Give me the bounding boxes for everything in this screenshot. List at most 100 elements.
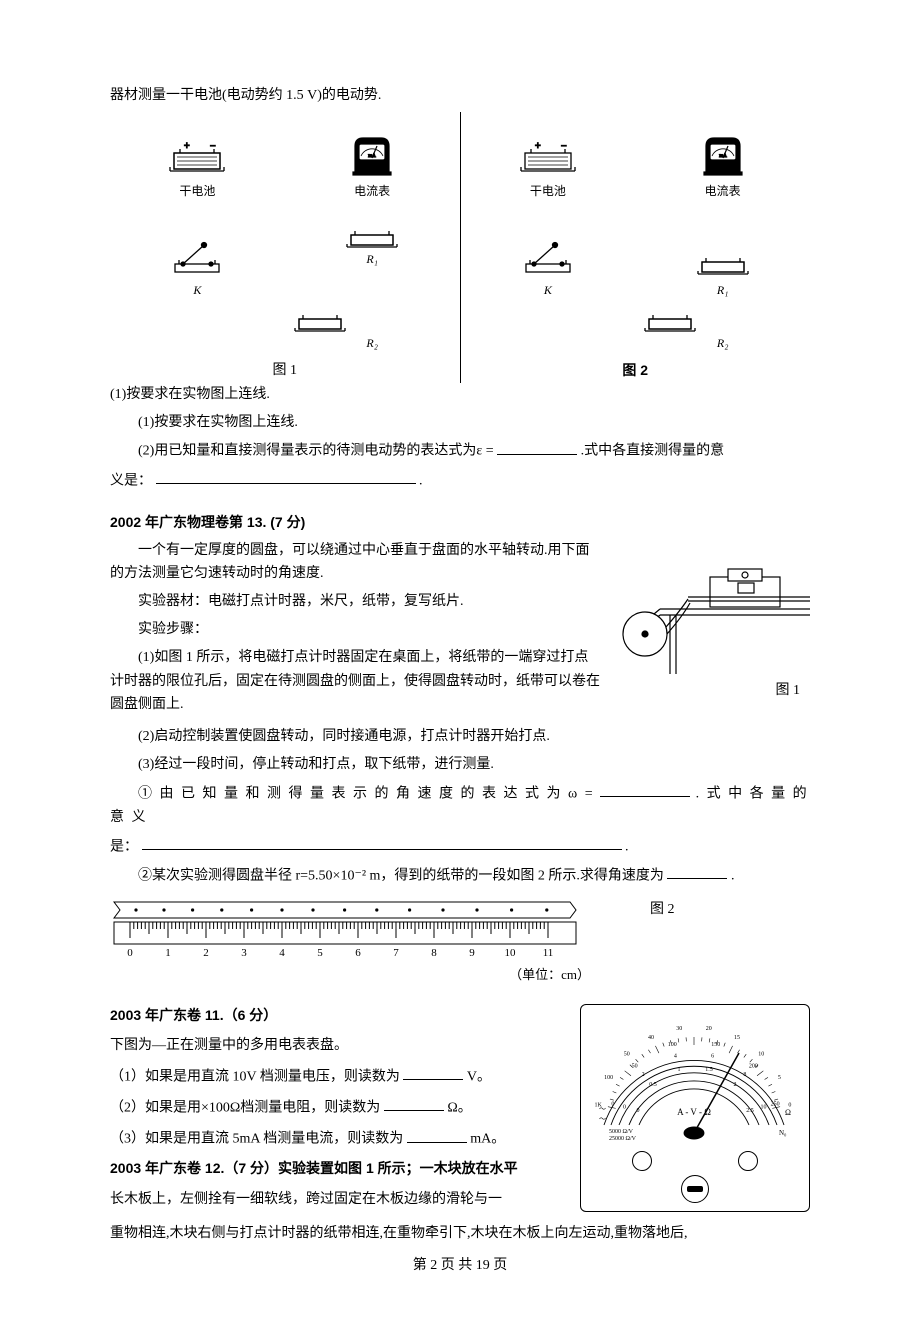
blank-emf[interactable] <box>497 438 577 454</box>
blank-meaning[interactable] <box>156 468 416 484</box>
label-ammeter-2: 电流表 <box>705 184 741 198</box>
ruler-unit: （单位：cm） <box>110 964 620 986</box>
equipment-figure: + − 干电池 <box>110 112 810 383</box>
svg-text:10: 10 <box>758 1052 764 1058</box>
p2002-title: 2002 年广东物理卷第 13. (7 分) <box>110 511 810 535</box>
multimeter: A - V - Ω 5000 Ω/V 25000 Ω/V 〜 〜 Ω N₀ 1K… <box>580 1004 810 1212</box>
meter-dial <box>681 1175 709 1203</box>
p2002-fig1-caption: 图 1 <box>610 679 810 703</box>
svg-text:30: 30 <box>676 1026 682 1032</box>
svg-text:10: 10 <box>761 1105 767 1111</box>
fig1-ammeter: mA 电流表 <box>285 122 460 201</box>
fig2-switch: K <box>461 221 636 300</box>
svg-text:+: + <box>535 141 541 152</box>
p2002-l9: ②某次实验测得圆盘半径 r=5.50×10⁻² m，得到的纸带的一段如图 2 所… <box>110 863 810 888</box>
blank-voltage[interactable] <box>403 1064 463 1080</box>
svg-text:2: 2 <box>734 1082 737 1088</box>
svg-text:+: + <box>184 141 190 152</box>
svg-text:100: 100 <box>668 1042 677 1048</box>
svg-text:6: 6 <box>711 1054 714 1060</box>
meter-terminal-right <box>738 1151 758 1171</box>
svg-text:Ω: Ω <box>785 1108 791 1117</box>
p2002-l8-pre: 是： <box>110 839 138 854</box>
p2002-l9-post: . <box>731 868 735 883</box>
ruler-figure: 01234567891011 <box>110 900 620 960</box>
fig1-switch: K <box>110 221 285 300</box>
q2-pre: （2）如果是用×100Ω档测量电阻，则读数为 <box>110 1100 380 1115</box>
svg-text:2: 2 <box>642 1072 645 1078</box>
p2002-l9-pre: ②某次实验测得圆盘半径 r=5.50×10⁻² m，得到的纸带的一段如图 2 所… <box>138 868 664 883</box>
blank-omega[interactable] <box>600 781 690 797</box>
q1-l2-post: .式中各直接测得量的意 <box>581 444 725 459</box>
svg-text:8: 8 <box>743 1072 746 1078</box>
label-battery-2: 干电池 <box>530 184 566 198</box>
svg-text:7: 7 <box>393 947 399 959</box>
svg-text:3: 3 <box>241 947 247 959</box>
svg-text:8: 8 <box>431 947 437 959</box>
q1-l2-pre: (2)用已知量和直接测得量表示的待测电动势的表达式为ε = <box>138 444 494 459</box>
svg-text:mA: mA <box>368 154 376 159</box>
p2002-l5: (2)启动控制装置使圆盘转动，同时接通电源，打点计时器开始打点. <box>110 725 810 749</box>
fig2-r1: R₁ <box>635 221 810 300</box>
svg-text:1.5: 1.5 <box>705 1067 713 1073</box>
p2002-l8: 是： . <box>110 834 810 859</box>
q3-unit: mA。 <box>470 1132 505 1147</box>
meter-terminal-left <box>632 1151 652 1171</box>
svg-text:2.5: 2.5 <box>746 1108 754 1114</box>
label-switch-2: K <box>544 283 552 297</box>
svg-text:40: 40 <box>648 1035 654 1041</box>
q1-l3-post: . <box>419 473 423 488</box>
svg-text:−: − <box>561 141 567 152</box>
label-switch: K <box>193 283 201 297</box>
fig1-r2: R₂ <box>285 311 460 353</box>
q1-line1-p: (1)按要求在实物图上连线. <box>110 411 810 435</box>
svg-text:N₀: N₀ <box>779 1129 787 1137</box>
intro-line: 器材测量一干电池(电动势约 1.5 V)的电动势. <box>110 84 810 108</box>
fig2-r2: R₂ <box>635 311 810 353</box>
label-r1: R₁ <box>337 249 407 269</box>
label-ammeter: 电流表 <box>354 184 390 198</box>
q1-l3-pre: 义是： <box>110 473 152 488</box>
svg-text:0: 0 <box>788 1103 791 1109</box>
p2002-fig2-caption: 图 2 <box>620 892 810 922</box>
svg-text:0: 0 <box>127 947 133 959</box>
svg-text:1: 1 <box>165 947 171 959</box>
svg-text:4: 4 <box>279 947 285 959</box>
p2003-12-title-text: 2003 年广东卷 12.（7 分）实验装置如图 1 所示；一木块放在水平 <box>110 1160 518 1176</box>
page-footer: 第 2 页 共 19 页 <box>110 1254 810 1278</box>
fig2-ammeter: mA 电流表 <box>635 122 810 201</box>
svg-text:250: 250 <box>771 1101 780 1107</box>
svg-text:150: 150 <box>711 1042 720 1048</box>
svg-text:5000 Ω/V: 5000 Ω/V <box>609 1129 634 1135</box>
svg-text:20: 20 <box>706 1026 712 1032</box>
p2002-fig1: 图 1 <box>610 539 810 703</box>
label-r2-2: R₂ <box>635 333 810 353</box>
blank-omega-meaning[interactable] <box>142 834 622 850</box>
svg-text:100: 100 <box>604 1075 613 1081</box>
svg-text:50: 50 <box>632 1064 638 1070</box>
svg-text:5: 5 <box>778 1075 781 1081</box>
svg-text:2: 2 <box>203 947 209 959</box>
p2002-l7: ① 由 已 知 量 和 测 得 量 表 示 的 角 速 度 的 表 达 式 为 … <box>110 781 810 830</box>
q1-line3: 义是： . <box>110 468 810 493</box>
fig1-resistors: R₁ <box>285 221 460 300</box>
blank-resistance[interactable] <box>384 1095 444 1111</box>
svg-text:mA: mA <box>719 154 727 159</box>
q1-pre: （1）如果是用直流 10V 档测量电压，则读数为 <box>110 1069 400 1084</box>
label-battery: 干电池 <box>179 184 215 198</box>
p2003-12-l3: 重物相连,木块右侧与打点计时器的纸带相连,在重物牵引下,木块在木板上向左运动,重… <box>110 1222 810 1246</box>
q2-unit: Ω。 <box>447 1100 471 1115</box>
svg-text:1: 1 <box>677 1067 680 1073</box>
fig1-caption: 图 1 <box>110 359 460 383</box>
fig1-battery: + − 干电池 <box>110 122 285 201</box>
svg-text:6: 6 <box>355 947 361 959</box>
svg-text:0: 0 <box>611 1101 614 1107</box>
blank-current[interactable] <box>407 1126 467 1142</box>
label-r1-2: R₁ <box>635 280 810 300</box>
blank-omega-value[interactable] <box>667 863 727 879</box>
fig2-battery: + − 干电池 <box>461 122 636 201</box>
svg-text:10: 10 <box>505 947 517 959</box>
svg-text:A - V - Ω: A - V - Ω <box>677 1107 711 1117</box>
svg-text:4: 4 <box>674 1054 677 1060</box>
svg-text:11: 11 <box>543 947 554 959</box>
